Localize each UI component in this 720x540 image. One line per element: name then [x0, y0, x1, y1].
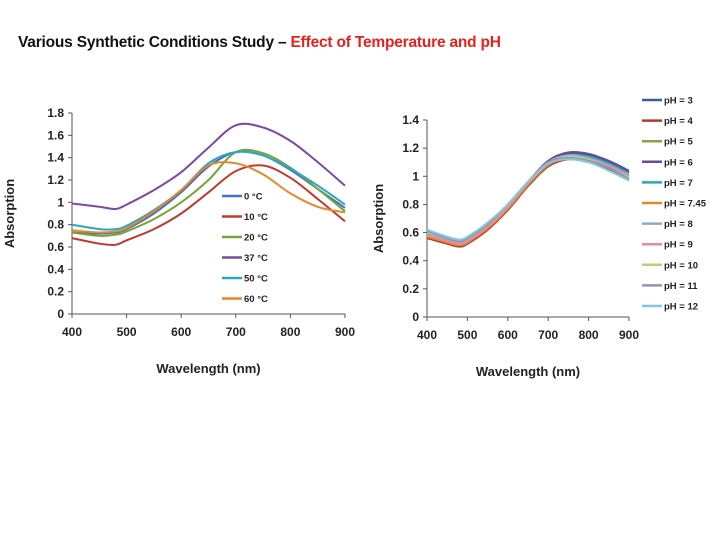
x-tick-label: 500: [117, 325, 137, 339]
legend-item-37-c: 37 °C: [222, 253, 268, 264]
x-tick-label: 800: [579, 328, 599, 342]
legend-item-ph-10: pH = 10: [642, 260, 698, 271]
legend-item-ph-11: pH = 11: [642, 281, 698, 292]
y-axis-title: Absorption: [371, 184, 386, 253]
legend-item-ph-7: pH = 7: [642, 178, 693, 189]
legend-label: 50 °C: [244, 274, 268, 285]
y-tick-label: 1.8: [47, 106, 64, 120]
y-tick-label: 0.6: [402, 226, 419, 240]
slide-title-main: Various Synthetic Conditions Study –: [18, 34, 291, 51]
legend-label: pH = 9: [664, 240, 693, 251]
legend-item-50-c: 50 °C: [222, 274, 268, 285]
legend-label: 20 °C: [244, 233, 268, 244]
series-line-ph-7: [426, 153, 630, 245]
legend-item-60-c: 60 °C: [222, 294, 268, 305]
y-tick-label: 1.6: [47, 128, 64, 142]
y-tick-label: 0.4: [47, 262, 64, 276]
y-tick-label: 0: [57, 307, 64, 321]
y-tick-label: 1.2: [402, 141, 419, 155]
y-tick-label: 1.4: [402, 113, 419, 127]
legend-item-ph-12: pH = 12: [642, 302, 698, 313]
x-tick-label: 900: [619, 328, 639, 342]
x-axis-title: Wavelength (nm): [476, 364, 580, 379]
y-tick-label: 0.2: [402, 282, 419, 296]
x-tick-label: 600: [498, 328, 518, 342]
series-line-ph-5: [426, 155, 630, 247]
x-tick-label: 900: [335, 325, 355, 339]
series-line-ph-7-45: [426, 156, 630, 247]
y-tick-label: 0.8: [47, 218, 64, 232]
series-line-ph-9: [426, 155, 630, 245]
series-line-37-c: [71, 122, 346, 211]
legend-item-20-c: 20 °C: [222, 233, 268, 244]
y-tick-label: 0.6: [47, 240, 64, 254]
x-tick-label: 600: [171, 325, 191, 339]
x-tick-label: 500: [457, 328, 477, 342]
legend-item-ph-8: pH = 8: [642, 219, 693, 230]
legend-item-10-c: 10 °C: [222, 212, 268, 223]
legend-item-ph-9: pH = 9: [642, 240, 693, 251]
legend-label: 10 °C: [244, 212, 268, 223]
series-line-ph-11: [426, 156, 630, 242]
slide-title: Various Synthetic Conditions Study – Eff…: [18, 34, 501, 52]
series-line-ph-12: [426, 158, 630, 241]
y-tick-label: 1: [57, 195, 64, 209]
legend-item-ph-6: pH = 6: [642, 157, 693, 168]
x-tick-label: 800: [280, 325, 300, 339]
x-tick-label: 400: [62, 325, 82, 339]
legend-item-0-c: 0 °C: [222, 192, 263, 203]
legend-label: pH = 10: [664, 260, 698, 271]
legend-label: 60 °C: [244, 294, 268, 305]
series-line-ph-8: [426, 154, 630, 244]
legend-label: pH = 3: [664, 96, 693, 107]
y-axis-title: Absorption: [2, 179, 17, 248]
legend-label: pH = 7.45: [664, 199, 707, 210]
legend-item-ph-4: pH = 4: [642, 116, 693, 127]
legend-label: pH = 7: [664, 178, 693, 189]
y-tick-label: 0: [412, 310, 419, 324]
legend-label: pH = 6: [664, 157, 693, 168]
y-tick-label: 1.2: [47, 173, 64, 187]
legend-label: pH = 5: [664, 137, 693, 148]
y-tick-label: 0.4: [402, 254, 419, 268]
legend-item-ph-7-45: pH = 7.45: [642, 199, 707, 210]
legend-item-ph-5: pH = 5: [642, 137, 693, 148]
legend-label: pH = 4: [664, 116, 693, 127]
series-line-0-c: [71, 150, 346, 235]
series-line-ph-4: [426, 158, 630, 248]
y-tick-label: 1: [412, 169, 419, 183]
legend-item-ph-3: pH = 3: [642, 96, 693, 107]
series-line-10-c: [71, 164, 346, 246]
x-tick-label: 400: [417, 328, 437, 342]
legend-label: pH = 8: [664, 219, 693, 230]
legend-label: pH = 11: [664, 281, 698, 292]
legend-label: 37 °C: [244, 253, 268, 264]
x-axis-title: Wavelength (nm): [156, 361, 260, 376]
y-tick-label: 1.4: [47, 151, 64, 165]
x-tick-label: 700: [226, 325, 246, 339]
y-tick-label: 0.8: [402, 197, 419, 211]
series-line-60-c: [71, 161, 346, 234]
slide-title-accent: Effect of Temperature and pH: [290, 34, 501, 51]
y-tick-label: 0.2: [47, 285, 64, 299]
x-tick-label: 700: [538, 328, 558, 342]
series-line-ph-10: [426, 155, 630, 242]
legend-label: pH = 12: [664, 302, 698, 313]
legend-label: 0 °C: [244, 192, 263, 203]
